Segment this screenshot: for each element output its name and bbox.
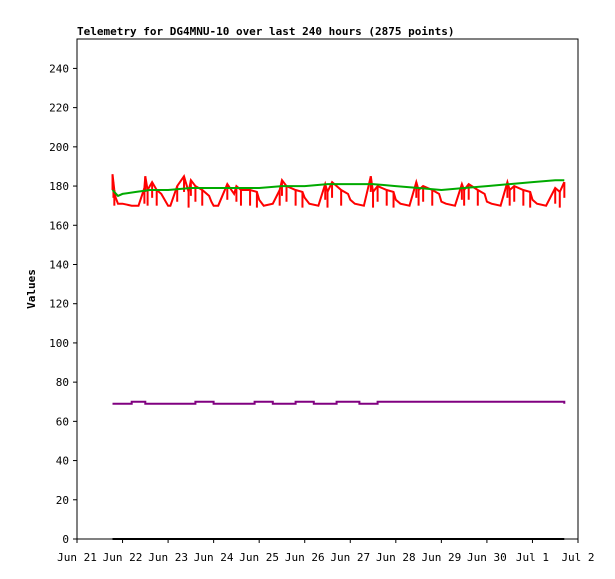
x-tick-label: Jun 29 [421,551,461,564]
y-tick-label: 200 [49,141,69,154]
x-tick-label: Jul 1 [516,551,549,564]
y-tick-label: 40 [56,455,69,468]
x-axis: Jun 21 Jun 22 Jun 23 Jun 24 Jun 25 Jun 26 Jun … [57,539,595,564]
y-tick-label: 100 [49,337,69,350]
y-tick-label: 60 [56,415,69,428]
y-tick-label: 220 [49,102,69,115]
series-line-2 [112,400,566,405]
x-tick-label: Jun 24 [194,551,234,564]
y-tick-label: 240 [49,62,69,75]
y-tick-label: 140 [49,258,69,271]
y-tick-label: 120 [49,298,69,311]
y-tick-label: 80 [56,376,69,389]
series-line-1 [111,179,565,198]
x-tick-label: Jun 27 [330,551,370,564]
x-tick-label: Jun 25 [239,551,279,564]
y-axis: 0 20 40 60 80 100 120 140 160 180 200 220 240 [49,62,77,546]
y-tick-label: 160 [49,219,69,232]
x-tick-label: Jun 21 [57,551,97,564]
x-tick-label: Jun 26 [285,551,325,564]
series-line-0 [111,174,566,207]
x-tick-label: Jun 23 [148,551,188,564]
y-tick-label: 20 [56,494,69,507]
x-tick-label: Jun 22 [103,551,143,564]
y-axis-label: Values [25,269,38,309]
x-tick-label: Jun 30 [467,551,507,564]
y-tick-label: 180 [49,180,69,193]
y-tick-label: 0 [62,533,69,546]
x-tick-label: Jul 2 [561,551,594,564]
chart-title: Telemetry for DG4MNU-10 over last 240 ho… [77,25,455,38]
x-tick-label: Jun 28 [376,551,416,564]
series-layer [111,174,566,540]
plot-frame [76,38,579,540]
